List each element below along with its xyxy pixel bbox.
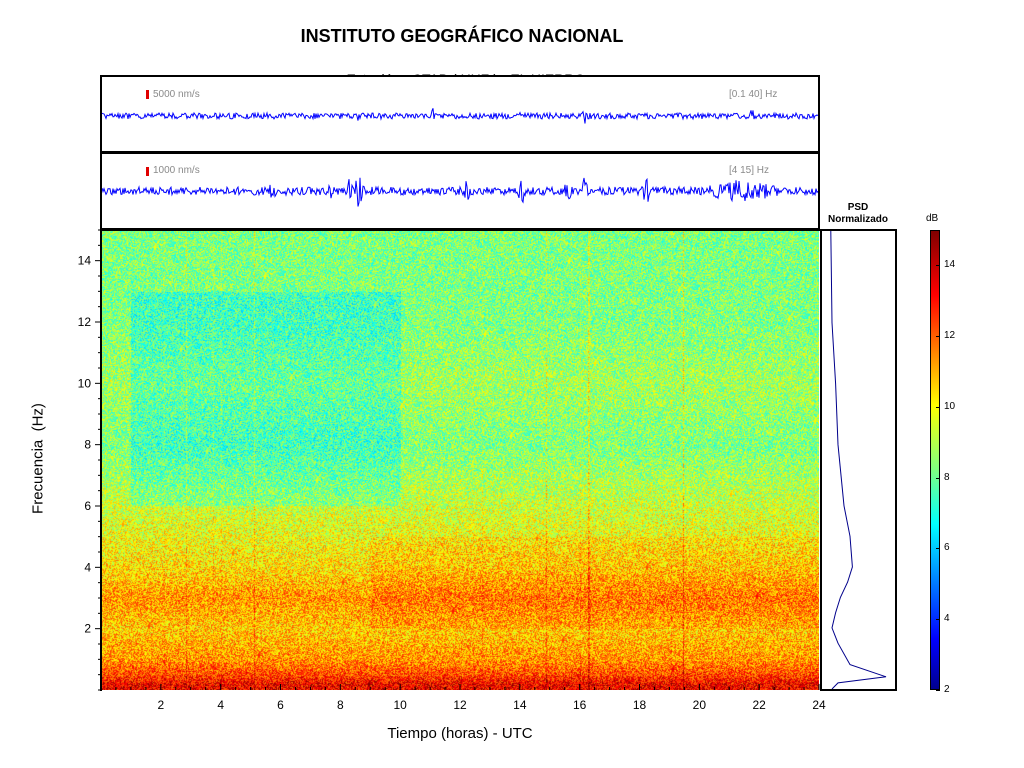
y-tick-label: 4 (84, 560, 91, 574)
x-tick-label: 20 (693, 698, 707, 712)
chart-title: INSTITUTO GEOGRÁFICO NACIONAL (300, 26, 624, 46)
seismogram-trace-broadband (102, 108, 818, 124)
y-tick-label: 6 (84, 499, 91, 513)
y-tick-label: 14 (78, 254, 92, 268)
amplitude-scale-marker (146, 90, 149, 99)
colorbar (930, 230, 940, 690)
psd-title-line1: PSD (847, 202, 869, 213)
colorbar-tick (936, 690, 940, 691)
colorbar-tick (936, 619, 940, 621)
colorbar-tick-label: 10 (944, 400, 956, 412)
x-tick-label: 2 (157, 698, 164, 712)
psd-line (830, 231, 887, 689)
psd-title: PSD Normalizado (820, 202, 896, 226)
amplitude-scale-label: 5000 nm/s (153, 89, 200, 100)
x-tick-label: 16 (573, 698, 587, 712)
spectrogram-heatmap (101, 230, 819, 690)
x-tick-label: 24 (812, 698, 826, 712)
y-tick-label: 12 (78, 315, 92, 329)
colorbar-tick-label: 4 (944, 613, 950, 625)
y-tick-label: 2 (84, 622, 91, 636)
filter-band-label: [0.1 40] Hz (729, 89, 778, 100)
x-tick-label: 10 (393, 698, 407, 712)
x-tick-label: 8 (337, 698, 344, 712)
x-tick-label: 18 (633, 698, 647, 712)
colorbar-tick-label: 6 (944, 542, 950, 554)
y-tick-label: 10 (78, 376, 92, 390)
colorbar-tick (936, 406, 940, 408)
colorbar-tick (936, 336, 940, 338)
seismogram-trace-filtered (102, 177, 818, 207)
x-tick-label: 22 (752, 698, 766, 712)
y-tick-label: 8 (84, 438, 91, 452)
psd-panel (820, 229, 897, 691)
colorbar-tick (936, 548, 940, 550)
x-tick-label: 4 (217, 698, 224, 712)
psd-title-line2: Normalizado (827, 214, 888, 225)
y-axis-label: Frecuencia (Hz) (29, 403, 47, 514)
x-axis-label: Tiempo (horas) - UTC (387, 725, 533, 742)
colorbar-tick-label: 14 (944, 259, 956, 271)
amplitude-scale-label: 1000 nm/s (153, 165, 200, 176)
amplitude-scale-marker (146, 167, 149, 176)
colorbar-tick-label: 12 (944, 330, 956, 342)
colorbar-tick-label: 2 (944, 684, 950, 695)
colorbar-tick (936, 265, 940, 267)
filter-band-label: [4 15] Hz (729, 165, 770, 176)
colorbar-tick (936, 477, 940, 479)
x-tick-label: 12 (453, 698, 467, 712)
colorbar-tick-label: 8 (944, 471, 950, 483)
x-tick-label: 6 (277, 698, 284, 712)
x-tick-label: 14 (513, 698, 527, 712)
colorbar-unit-label: dB (926, 213, 939, 224)
